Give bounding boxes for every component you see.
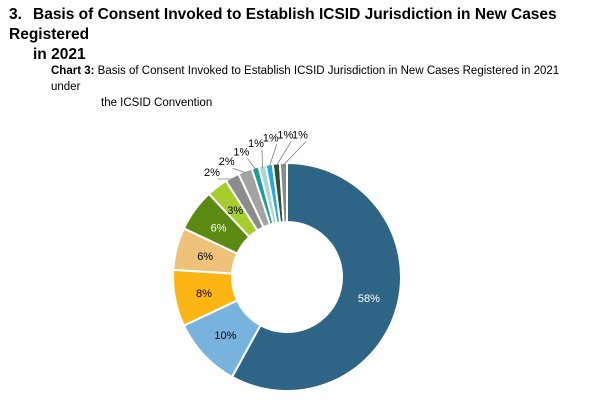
chart-caption-line2: the ICSID Convention: [101, 97, 213, 109]
slice-value-label: 1%: [277, 129, 293, 141]
section-heading: 3. Basis of Consent Invoked to Establish …: [9, 5, 594, 65]
donut-slice: [230, 161, 402, 392]
slice-value-label: 58%: [358, 293, 380, 305]
section-title-line1: Basis of Consent Invoked to Establish IC…: [9, 6, 557, 43]
slice-value-label: 8%: [196, 288, 212, 300]
donut-slice: [278, 161, 288, 224]
chart-caption: Chart 3: Basis of Consent Invoked to Est…: [51, 63, 591, 111]
slice-value-label: 3%: [227, 205, 243, 217]
leader-line: [247, 158, 257, 170]
leader-line: [232, 167, 246, 174]
donut-slices: [172, 161, 402, 392]
leader-line: [269, 144, 278, 167]
slice-value-label: 6%: [197, 251, 213, 263]
slice-value-label: 2%: [204, 167, 220, 179]
chart-caption-line1: Basis of Consent Invoked to Establish IC…: [51, 65, 560, 93]
leader-line: [276, 141, 292, 166]
slice-value-label: 10%: [214, 330, 236, 342]
section-number: 3.: [9, 6, 22, 23]
slice-value-label: 1%: [292, 129, 308, 141]
leader-line: [283, 141, 307, 166]
chart-caption-prefix: Chart 3:: [51, 65, 95, 77]
slice-value-label: 1%: [233, 146, 249, 158]
slice-value-label: 6%: [211, 222, 227, 234]
leader-line: [261, 150, 263, 168]
slice-value-label: 2%: [219, 156, 235, 168]
slice-value-label: 1%: [263, 132, 279, 144]
donut-labels: 58%10%8%6%6%3%2%2%1%1%1%1%1%: [196, 129, 380, 342]
section-title-line2: in 2021: [33, 46, 86, 63]
slice-value-label: 1%: [248, 138, 264, 150]
